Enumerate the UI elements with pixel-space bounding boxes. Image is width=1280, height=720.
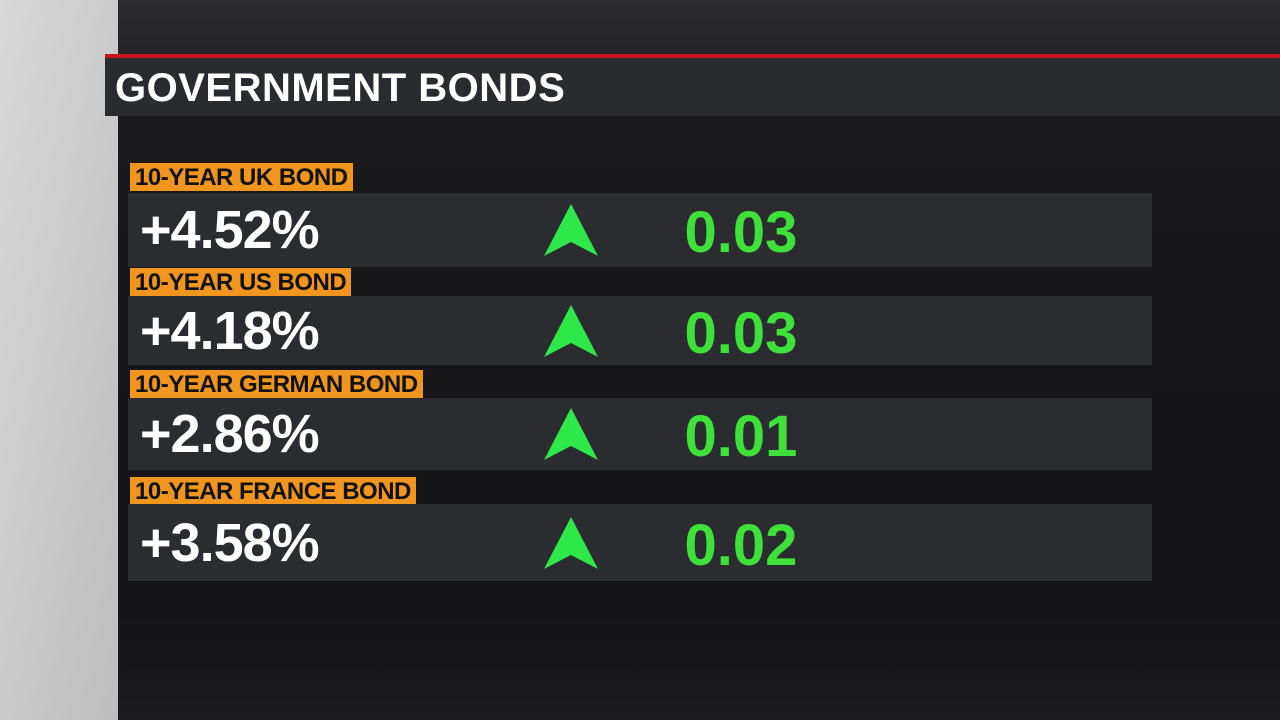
bond-row: +4.18% 0.03: [128, 296, 1152, 366]
bond-label: 10-YEAR GERMAN BOND: [130, 370, 423, 398]
up-arrow: [544, 516, 598, 569]
bond-change: 0.03: [684, 200, 798, 265]
arrow-shape: [544, 204, 598, 256]
bond-change: 0.02: [684, 512, 798, 578]
bond-yield: +3.58%: [140, 512, 320, 573]
bond-yield: +4.52%: [140, 200, 320, 260]
arrow-shape: [544, 516, 598, 569]
arrow-shape: [544, 304, 598, 357]
bond-change: 0.01: [684, 404, 798, 469]
accent-line: [105, 54, 1280, 58]
bond-row: +4.52% 0.03: [128, 193, 1152, 267]
arrow-shape: [544, 408, 598, 460]
bond-row: +3.58% 0.02: [128, 504, 1152, 581]
bond-label: 10-YEAR UK BOND: [130, 163, 353, 191]
up-arrow: [544, 204, 598, 256]
bond-label: 10-YEAR FRANCE BOND: [130, 477, 416, 505]
bond-label: 10-YEAR US BOND: [130, 268, 352, 296]
title: GOVERNMENT BONDS: [115, 66, 566, 110]
up-arrow: [544, 304, 598, 357]
title-bar: GOVERNMENT BONDS: [105, 58, 1280, 116]
bond-yield: +2.86%: [140, 404, 320, 464]
bond-change: 0.03: [684, 300, 798, 366]
up-arrow: [544, 408, 598, 460]
bond-row: +2.86% 0.01: [128, 398, 1152, 470]
bond-yield: +4.18%: [140, 300, 320, 361]
